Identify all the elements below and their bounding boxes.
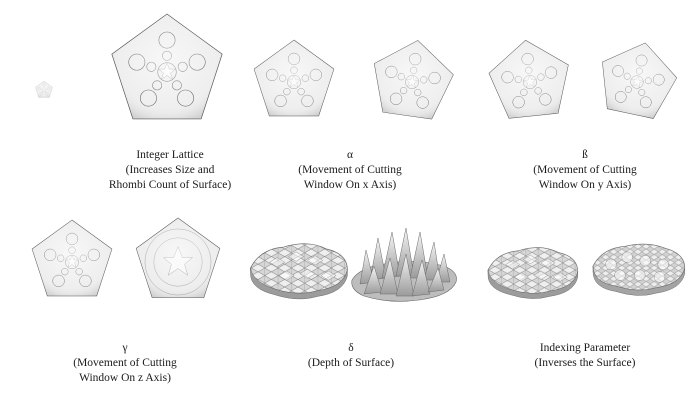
caption-line: (Depth of Surface) (307, 357, 395, 369)
indexing-surface-2 (592, 243, 686, 296)
alpha-surface-2 (368, 35, 458, 121)
delta-surface-spiked (351, 227, 457, 302)
integer-lattice-small (35, 81, 52, 97)
caption-line: (Increases Size and (125, 164, 215, 176)
caption-line: (Movement of Cutting (73, 357, 177, 369)
caption-line: (Inverses the Surface) (534, 357, 636, 369)
caption-title: Integer Lattice (136, 149, 204, 161)
caption-beta: ß (Movement of Cutting Window On y Axis) (500, 148, 670, 193)
integer-lattice-large (112, 14, 222, 119)
gamma-surface-1 (32, 220, 112, 296)
caption-indexing: Indexing Parameter (Inverses the Surface… (500, 341, 670, 371)
caption-delta: δ (Depth of Surface) (266, 341, 436, 371)
caption-line: Window On y Axis) (538, 179, 632, 191)
gamma-surface-2 (136, 218, 220, 298)
caption-gamma: γ (Movement of Cutting Window On z Axis) (40, 341, 210, 386)
caption-line: Window On x Axis) (303, 179, 397, 191)
caption-title: Indexing Parameter (539, 342, 631, 354)
caption-line: Window On z Axis) (79, 372, 171, 384)
caption-alpha: α (Movement of Cutting Window On x Axis) (265, 148, 435, 193)
caption-line: (Movement of Cutting (298, 164, 402, 176)
delta-surface-flat (250, 243, 348, 300)
caption-integer-lattice: Integer Lattice (Increases Size and Rhom… (70, 148, 270, 193)
caption-line: Rhombi Count of Surface) (108, 179, 232, 191)
alpha-surface-1 (254, 40, 334, 116)
caption-title: ß (582, 149, 588, 161)
beta-surface-2 (593, 35, 682, 122)
caption-title: δ (348, 342, 354, 354)
indexing-surface-1 (487, 247, 579, 299)
caption-title: α (346, 149, 354, 161)
beta-surface-1 (486, 36, 573, 120)
caption-title: γ (122, 342, 128, 354)
caption-line: (Movement of Cutting (533, 164, 637, 176)
